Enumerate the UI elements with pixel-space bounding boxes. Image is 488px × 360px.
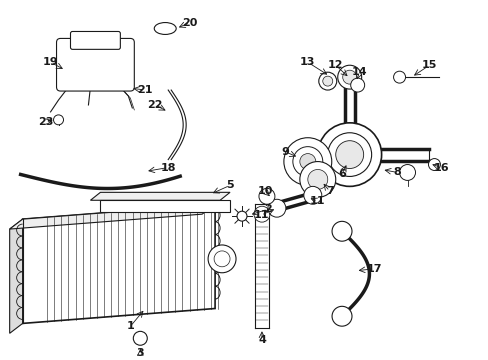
Text: 8: 8 bbox=[393, 167, 401, 177]
Text: 5: 5 bbox=[226, 180, 233, 190]
Text: 11: 11 bbox=[253, 210, 268, 220]
Text: 12: 12 bbox=[327, 60, 343, 70]
Text: 14: 14 bbox=[351, 67, 367, 77]
Circle shape bbox=[253, 206, 269, 222]
Circle shape bbox=[284, 138, 331, 185]
Text: 21: 21 bbox=[137, 85, 153, 95]
FancyBboxPatch shape bbox=[57, 39, 134, 91]
Circle shape bbox=[399, 165, 415, 180]
Circle shape bbox=[331, 306, 351, 326]
Circle shape bbox=[237, 211, 246, 221]
Polygon shape bbox=[10, 219, 22, 333]
Text: 22: 22 bbox=[147, 100, 163, 110]
Text: 6: 6 bbox=[337, 170, 345, 180]
Text: 7: 7 bbox=[325, 186, 333, 196]
Circle shape bbox=[303, 186, 321, 204]
Circle shape bbox=[337, 65, 361, 89]
Circle shape bbox=[133, 331, 147, 345]
Text: 10: 10 bbox=[257, 186, 272, 196]
Circle shape bbox=[214, 251, 229, 267]
Circle shape bbox=[267, 199, 285, 217]
Circle shape bbox=[331, 221, 351, 241]
Text: 13: 13 bbox=[300, 57, 315, 67]
Text: 23: 23 bbox=[38, 117, 53, 127]
Circle shape bbox=[350, 78, 364, 92]
Polygon shape bbox=[10, 204, 215, 229]
FancyBboxPatch shape bbox=[70, 31, 120, 49]
Circle shape bbox=[335, 141, 363, 168]
Circle shape bbox=[53, 115, 63, 125]
Text: 11: 11 bbox=[309, 196, 325, 206]
Text: 17: 17 bbox=[366, 264, 382, 274]
Circle shape bbox=[307, 170, 327, 189]
Bar bbox=[100, 200, 229, 212]
Circle shape bbox=[208, 245, 236, 273]
Text: 4: 4 bbox=[258, 335, 265, 345]
Text: 1: 1 bbox=[126, 321, 134, 332]
Circle shape bbox=[299, 154, 315, 170]
Circle shape bbox=[427, 158, 440, 171]
Circle shape bbox=[342, 70, 356, 84]
Polygon shape bbox=[90, 192, 229, 200]
Circle shape bbox=[259, 188, 274, 204]
Circle shape bbox=[327, 133, 371, 176]
Circle shape bbox=[299, 162, 335, 197]
Circle shape bbox=[322, 76, 332, 86]
Text: 15: 15 bbox=[421, 60, 436, 70]
Text: 16: 16 bbox=[433, 162, 448, 172]
Text: 3: 3 bbox=[136, 348, 144, 358]
Text: 18: 18 bbox=[160, 162, 176, 172]
Circle shape bbox=[393, 71, 405, 83]
Circle shape bbox=[292, 147, 322, 176]
Ellipse shape bbox=[154, 23, 176, 35]
Text: 19: 19 bbox=[42, 57, 58, 67]
Text: 9: 9 bbox=[281, 147, 288, 157]
Text: 20: 20 bbox=[182, 18, 198, 27]
Text: 2: 2 bbox=[264, 204, 271, 214]
Circle shape bbox=[317, 123, 381, 186]
Circle shape bbox=[318, 72, 336, 90]
Polygon shape bbox=[22, 204, 215, 323]
